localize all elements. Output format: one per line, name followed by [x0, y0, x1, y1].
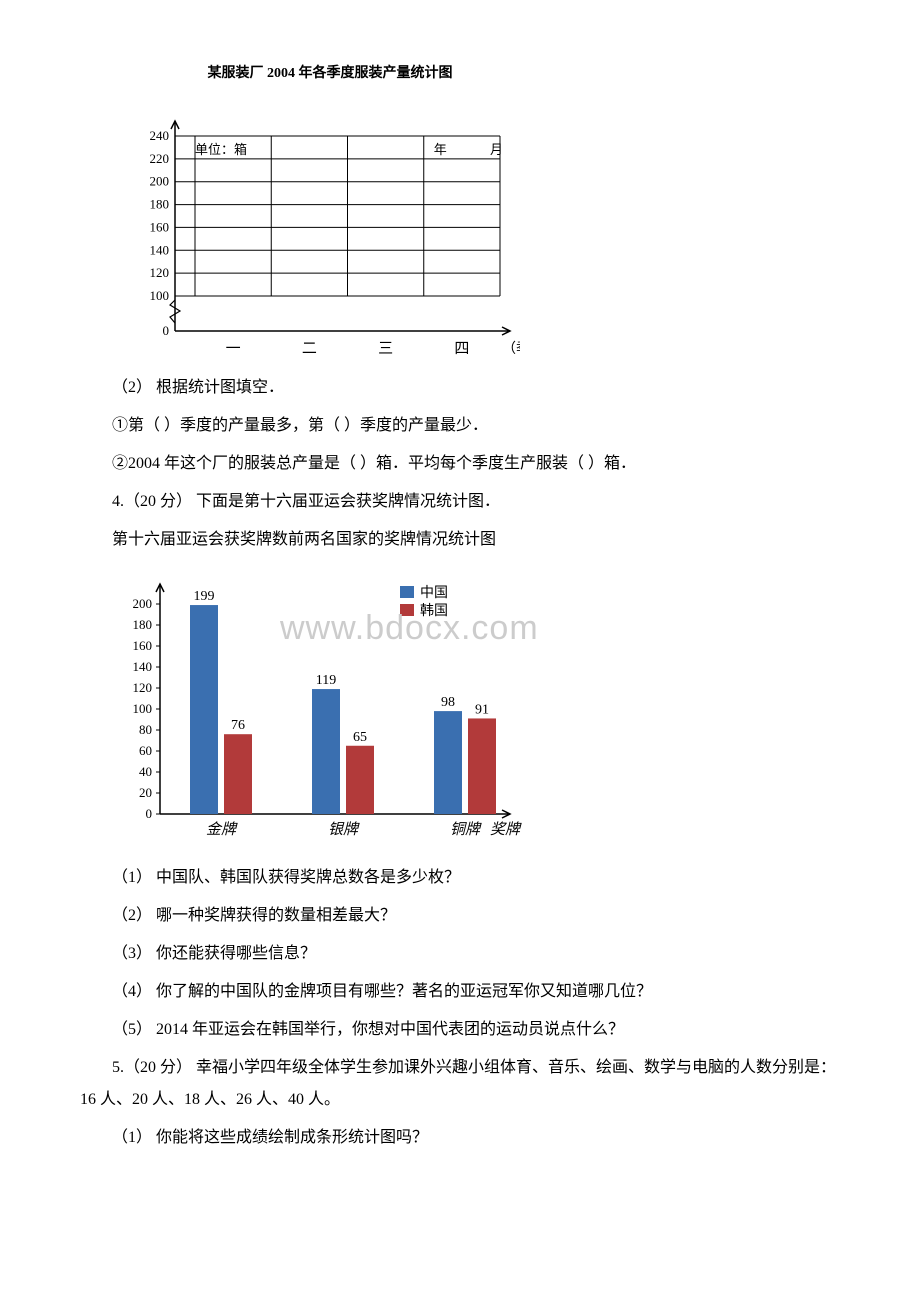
svg-text:180: 180: [133, 617, 153, 632]
svg-text:220: 220: [150, 151, 170, 166]
svg-text:0: 0: [163, 323, 170, 338]
svg-text:单位：箱: 单位：箱: [195, 142, 247, 157]
chart1-figure: 0 100 120 140 160 180 200 220 240 单位：箱 年 月一 二 三 四 （季度）: [120, 96, 520, 366]
svg-text:四: 四: [454, 341, 469, 357]
svg-text:金牌: 金牌: [206, 821, 238, 838]
chart1-container: 某服装厂 2004 年各季度服装产量统计图 0 100 120 140 160 180 20…: [120, 60, 540, 366]
svg-text:奖牌: 奖牌: [490, 821, 522, 838]
svg-text:98: 98: [441, 695, 455, 710]
q5-intro: 5.（20 分） 幸福小学四年级全体学生参加课外兴趣小组体育、音乐、绘画、数学与…: [80, 1052, 840, 1116]
svg-text:119: 119: [316, 673, 336, 688]
svg-text:40: 40: [139, 764, 152, 779]
svg-text:二: 二: [302, 341, 317, 357]
svg-text:中国: 中国: [420, 585, 448, 601]
q5-sub1: （1） 你能将这些成绩绘制成条形统计图吗？: [80, 1122, 840, 1154]
svg-text:120: 120: [133, 680, 153, 695]
svg-text:100: 100: [133, 701, 153, 716]
svg-text:199: 199: [194, 589, 215, 604]
svg-text:铜牌: 铜牌: [450, 821, 482, 838]
q3-item2: ②2004 年这个厂的服装总产量是（ ）箱．平均每个季度生产服装（ ）箱．: [80, 448, 840, 480]
svg-text:月: 月: [490, 142, 503, 157]
q4-intro: 4.（20 分） 下面是第十六届亚运会获奖牌情况统计图．: [80, 486, 840, 518]
svg-text:120: 120: [150, 265, 170, 280]
q4-sub5: （5） 2014 年亚运会在韩国举行，你想对中国代表团的运动员说点什么？: [80, 1014, 840, 1046]
q4-sub4: （4） 你了解的中国队的金牌项目有哪些？著名的亚运冠军你又知道哪几位？: [80, 976, 840, 1008]
chart1-title: 某服装厂 2004 年各季度服装产量统计图: [120, 60, 540, 88]
svg-text:160: 160: [150, 219, 170, 234]
svg-text:年: 年: [434, 142, 447, 157]
svg-text:0: 0: [146, 806, 153, 821]
svg-text:80: 80: [139, 722, 152, 737]
svg-text:20: 20: [139, 785, 152, 800]
chart1-svg: 0 100 120 140 160 180 200 220 240 单位：箱 年 月一 二 三 四 （季度）: [120, 96, 520, 366]
svg-text:240: 240: [150, 128, 170, 143]
svg-text:三: 三: [378, 341, 393, 357]
svg-text:200: 200: [150, 174, 170, 189]
svg-text:一: 一: [226, 341, 241, 357]
q3-subhead: （2） 根据统计图填空．: [80, 372, 840, 404]
chart2-svg: 0 20 40 60 80 100 120 140 160 180 200 中国韩国 199 76 金牌 11…: [100, 564, 540, 844]
svg-text:200: 200: [133, 596, 153, 611]
svg-text:76: 76: [231, 718, 245, 733]
svg-text:65: 65: [353, 730, 367, 745]
svg-text:60: 60: [139, 743, 152, 758]
q4-sub3: （3） 你还能获得哪些信息？: [80, 938, 840, 970]
chart2-container: www.bdocx.com 02040608010012014016018020…: [100, 564, 540, 856]
svg-text:100: 100: [150, 288, 170, 303]
q4-sub2: （2） 哪一种奖牌获得的数量相差最大？: [80, 900, 840, 932]
svg-text:160: 160: [133, 638, 153, 653]
svg-text:91: 91: [475, 702, 489, 717]
q3-item1: ①第（ ）季度的产量最多，第（ ）季度的产量最少．: [80, 410, 840, 442]
svg-text:银牌: 银牌: [328, 821, 360, 838]
svg-text:（季度）: （季度）: [502, 341, 520, 357]
svg-text:180: 180: [150, 197, 170, 212]
svg-text:140: 140: [150, 242, 170, 257]
svg-text:140: 140: [133, 659, 153, 674]
svg-text:韩国: 韩国: [420, 603, 448, 619]
q4-caption: 第十六届亚运会获奖牌数前两名国家的奖牌情况统计图: [80, 524, 840, 556]
q4-sub1: （1） 中国队、韩国队获得奖牌总数各是多少枚？: [80, 862, 840, 894]
